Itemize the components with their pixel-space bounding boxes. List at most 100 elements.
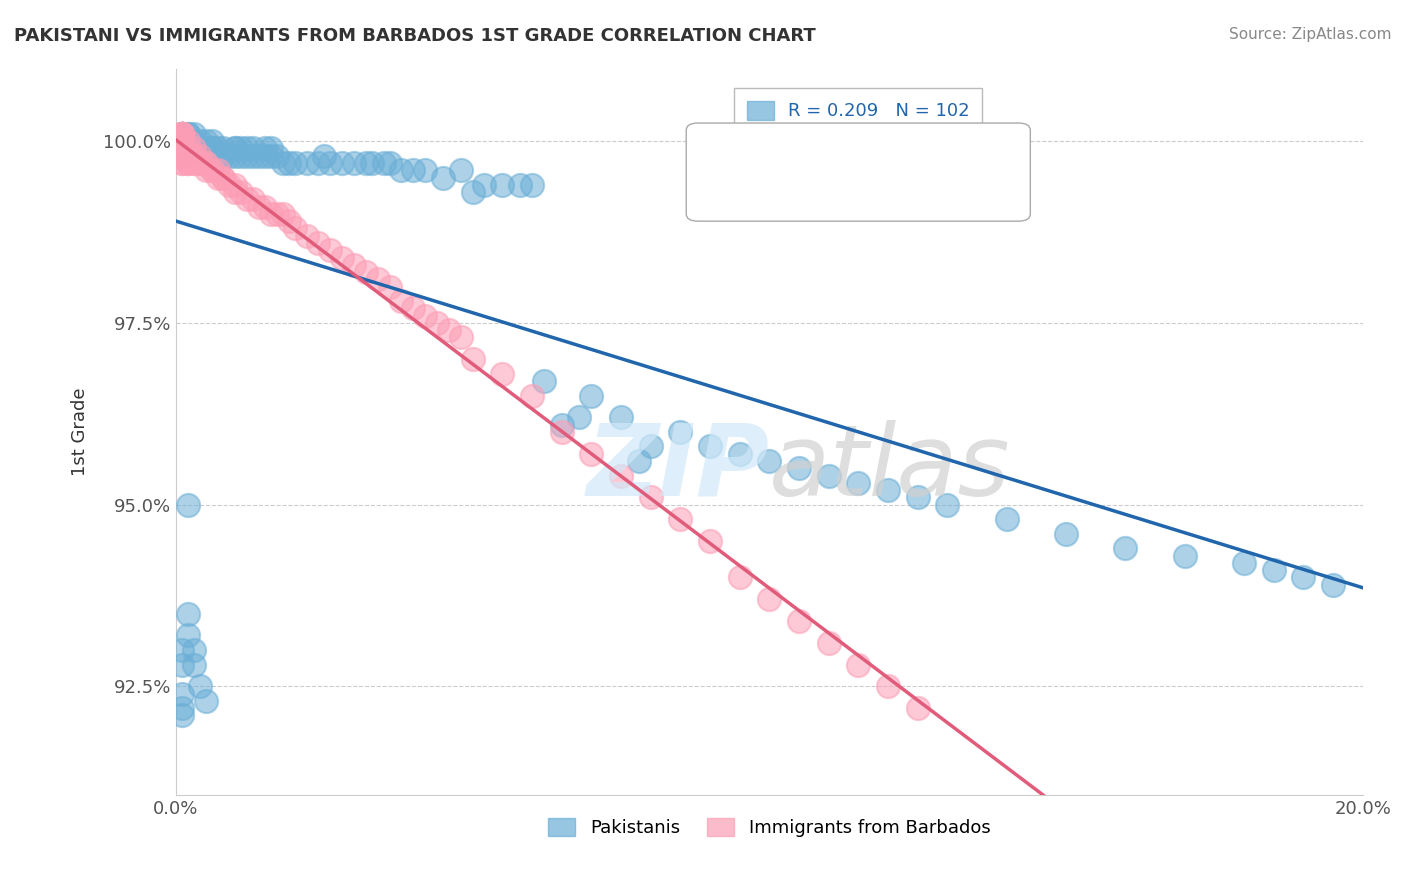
Point: [200, 141, 222, 155]
Point: [170, 141, 193, 155]
Point: [194, 149, 217, 163]
Point: [307, 235, 329, 250]
Point: [247, 149, 270, 163]
Point: [461, 352, 484, 367]
Point: [207, 163, 229, 178]
Point: [413, 309, 436, 323]
Point: [170, 134, 193, 148]
Point: [236, 141, 259, 155]
Point: [194, 694, 217, 708]
Point: [170, 149, 193, 163]
Point: [218, 178, 240, 192]
Point: [177, 134, 200, 148]
Point: [170, 149, 193, 163]
Point: [224, 141, 246, 155]
Point: [610, 468, 633, 483]
Point: [212, 170, 235, 185]
Text: atlas: atlas: [769, 420, 1011, 516]
Point: [183, 149, 205, 163]
Point: [200, 141, 222, 155]
Point: [170, 141, 193, 155]
Point: [581, 389, 603, 403]
Point: [271, 207, 294, 221]
Point: [170, 127, 193, 141]
Point: [277, 214, 299, 228]
Point: [936, 498, 959, 512]
Point: [787, 614, 810, 628]
Point: [277, 156, 299, 170]
Point: [758, 454, 780, 468]
Point: [170, 141, 193, 155]
Point: [170, 127, 193, 141]
Point: [177, 149, 200, 163]
Point: [877, 483, 900, 497]
Point: [699, 440, 721, 454]
Point: [373, 156, 395, 170]
Point: [170, 127, 193, 141]
Point: [170, 149, 193, 163]
Point: [218, 149, 240, 163]
Point: [231, 141, 253, 155]
Point: [330, 251, 353, 265]
Point: [260, 207, 283, 221]
Point: [461, 185, 484, 199]
Point: [183, 141, 205, 155]
Point: [1114, 541, 1136, 556]
Point: [669, 512, 692, 526]
Point: [170, 156, 193, 170]
Point: [177, 498, 200, 512]
Point: [231, 149, 253, 163]
Point: [474, 178, 496, 192]
Point: [212, 141, 235, 155]
Point: [1174, 549, 1197, 563]
Y-axis label: 1st Grade: 1st Grade: [72, 388, 89, 476]
Point: [520, 389, 543, 403]
Point: [640, 440, 662, 454]
Point: [266, 149, 288, 163]
Point: [177, 149, 200, 163]
Point: [177, 127, 200, 141]
Point: [1263, 563, 1285, 577]
Point: [177, 141, 200, 155]
Point: [183, 141, 205, 155]
Point: [177, 156, 200, 170]
Point: [170, 127, 193, 141]
Point: [491, 178, 513, 192]
Point: [188, 679, 211, 693]
Point: [758, 592, 780, 607]
Point: [170, 127, 193, 141]
Point: [877, 679, 900, 693]
Point: [426, 316, 449, 330]
Point: [343, 156, 366, 170]
Point: [194, 156, 217, 170]
Point: [520, 178, 543, 192]
Point: [817, 636, 839, 650]
Point: [170, 149, 193, 163]
Point: [194, 156, 217, 170]
Point: [183, 134, 205, 148]
Point: [188, 156, 211, 170]
Point: [413, 163, 436, 178]
Point: [319, 244, 342, 258]
Point: [1233, 556, 1256, 570]
Point: [177, 127, 200, 141]
Point: [907, 701, 929, 715]
Point: [669, 425, 692, 439]
Point: [200, 163, 222, 178]
Point: [284, 156, 307, 170]
Point: [568, 410, 591, 425]
Point: [170, 687, 193, 701]
Point: [391, 294, 413, 309]
Point: [354, 156, 377, 170]
Point: [212, 170, 235, 185]
Point: [450, 330, 472, 344]
Point: [295, 156, 318, 170]
Point: [378, 156, 401, 170]
Point: [1322, 577, 1344, 591]
Point: [188, 149, 211, 163]
Point: [170, 141, 193, 155]
Point: [183, 149, 205, 163]
Point: [170, 708, 193, 723]
Point: [314, 149, 336, 163]
Point: [170, 643, 193, 657]
